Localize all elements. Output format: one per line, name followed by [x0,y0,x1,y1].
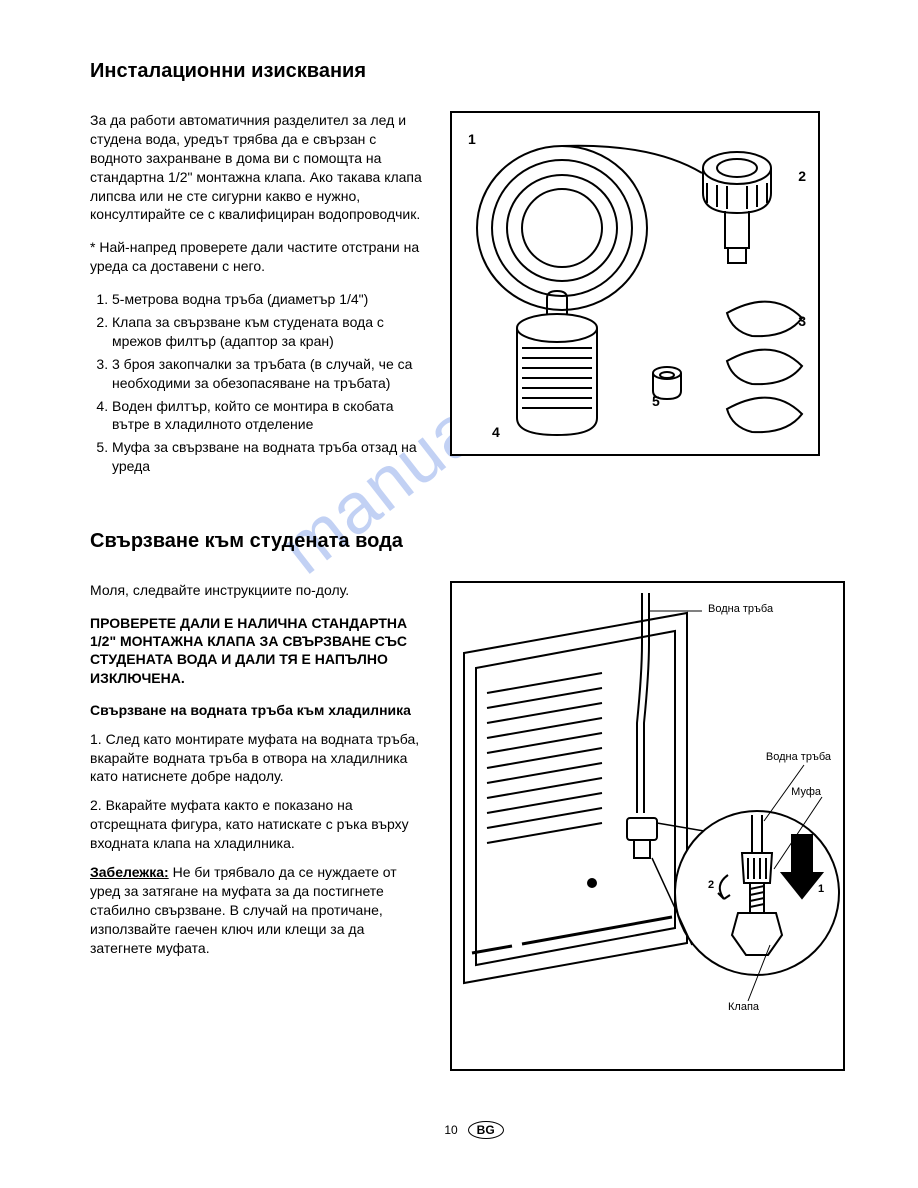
connection-diagram-svg [452,583,847,1073]
note-paragraph: * Най-напред проверете дали частите отст… [90,238,430,276]
warning-paragraph: ПРОВЕРЕТЕ ДАЛИ Е НАЛИЧНА СТАНДАРТНА 1/2"… [90,614,430,687]
subhead: Свързване на водната тръба към хладилник… [90,701,430,720]
list-item: Клапа за свързване към студената вода с … [112,313,430,351]
remark-paragraph: Забележка: Не би трябвало да се нуждаете… [90,863,430,957]
page-footer: 10 BG [90,1121,858,1139]
callout-valve: Клапа [728,1001,759,1013]
section-installation: Инсталационни изисквания За да работи ав… [90,60,858,480]
heading-installation: Инсталационни изисквания [90,60,858,83]
connection-text-col: Моля, следвайте инструкциите по-долу. ПР… [90,581,430,957]
step-1: 1. След като монтирате муфата на водната… [90,730,430,787]
fig-label-1: 1 [468,131,476,147]
callout-coupling: Муфа [791,786,821,798]
figure-parts: 1 2 3 4 5 [450,111,820,456]
parts-diagram-svg [452,113,822,458]
list-item: Воден филтър, който се монтира в скобата… [112,397,430,435]
section-connection: Свързване към студената вода Моля, следв… [90,530,858,1071]
connection-figure-col: Водна тръба Водна тръба Муфа Клапа 1 2 [450,581,858,1071]
fig-label-5: 5 [652,393,660,409]
lead-paragraph: Моля, следвайте инструкциите по-долу. [90,581,430,600]
callout-two: 2 [708,879,714,891]
page-number: 10 [444,1123,457,1137]
list-item: Муфа за свързване на водната тръба отзад… [112,438,430,476]
instructions: 1. След като монтирате муфата на водната… [90,730,430,853]
remark-lead: Забележка: [90,864,169,880]
step-2: 2. Вкарайте муфата както е показано на о… [90,796,430,853]
callout-pipe-top: Водна тръба [708,603,773,615]
intro-paragraph: За да работи автоматичния разделител за … [90,111,430,224]
installation-text-col: За да работи автоматичния разделител за … [90,111,430,480]
list-item: 3 броя закопчалки за тръбата (в случай, … [112,355,430,393]
callout-pipe-side: Водна тръба [766,751,831,763]
parts-list: 5-метрова водна тръба (диаметър 1/4") Кл… [90,290,430,476]
language-badge: BG [468,1121,504,1139]
list-item: 5-метрова водна тръба (диаметър 1/4") [112,290,430,309]
fig-label-2: 2 [798,168,806,184]
callout-one: 1 [818,883,824,895]
installation-figure-col: 1 2 3 4 5 [450,111,858,456]
figure-connection: Водна тръба Водна тръба Муфа Клапа 1 2 [450,581,845,1071]
heading-connection: Свързване към студената вода [90,530,858,553]
fig-label-3: 3 [798,313,806,329]
fig-label-4: 4 [492,424,500,440]
